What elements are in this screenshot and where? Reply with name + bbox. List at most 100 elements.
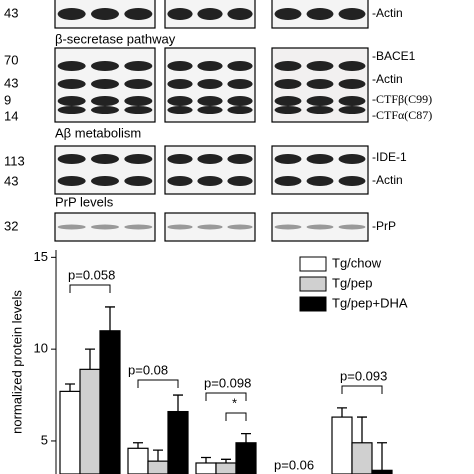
band (197, 176, 223, 186)
band (124, 8, 153, 20)
legend-label: Tg/pep (332, 275, 372, 290)
band (197, 154, 223, 164)
band (124, 79, 153, 89)
protein-label: -Actin (372, 72, 403, 86)
protein-label: -PrP (372, 219, 396, 233)
section-title: β-secretase pathway (55, 31, 176, 46)
band (91, 154, 119, 164)
band (124, 96, 153, 106)
marker-label: 43 (4, 75, 18, 90)
blot-panel (54, 145, 156, 195)
error-bar (357, 416, 367, 443)
error-bar (65, 383, 75, 392)
band (274, 79, 302, 89)
band (57, 224, 86, 230)
band (167, 154, 193, 164)
band (338, 106, 366, 114)
band (91, 79, 119, 89)
y-tick-label: 15 (34, 249, 48, 264)
band (306, 154, 334, 164)
band (338, 154, 366, 164)
band (197, 106, 223, 114)
bracket (341, 385, 383, 394)
band (167, 176, 193, 186)
bar (331, 416, 353, 474)
band (167, 106, 193, 114)
band (167, 8, 193, 20)
marker-label: 43 (4, 5, 18, 20)
protein-label: -CTFα(C87) (372, 108, 432, 122)
band (274, 8, 302, 20)
band (91, 106, 119, 114)
band (167, 96, 193, 106)
bracket (225, 412, 247, 421)
annotation: p=0.098 (204, 375, 251, 390)
annotation: p=0.093 (340, 368, 387, 383)
band (167, 61, 193, 71)
bar (235, 442, 257, 474)
error-bar (173, 394, 183, 412)
legend-swatch (299, 296, 327, 312)
band (91, 61, 119, 71)
band (306, 176, 334, 186)
band (227, 106, 253, 114)
band (274, 106, 302, 114)
bar (167, 410, 189, 474)
band (338, 176, 366, 186)
error-bar (153, 449, 163, 462)
band (227, 176, 253, 186)
error-bar (221, 458, 231, 463)
band (57, 176, 86, 186)
error-bar (337, 407, 347, 418)
bar (371, 469, 393, 474)
bar (99, 330, 121, 474)
marker-label: 32 (4, 218, 18, 233)
band (57, 96, 86, 106)
section-title: PrP levels (55, 194, 114, 209)
bar (127, 447, 149, 474)
band (91, 224, 119, 230)
band (306, 79, 334, 89)
band (274, 154, 302, 164)
band (306, 96, 334, 106)
bar (195, 462, 217, 474)
protein-label: -IDE-1 (372, 150, 407, 164)
band (338, 61, 366, 71)
bar (59, 390, 81, 474)
legend-swatch (299, 256, 327, 272)
error-bar (133, 442, 143, 449)
band (57, 61, 86, 71)
band (167, 224, 193, 230)
section-title: Aβ metabolism (55, 125, 141, 140)
band (124, 176, 153, 186)
error-bar (201, 456, 211, 463)
band (124, 224, 153, 230)
bar (79, 368, 101, 474)
bracket (69, 284, 111, 293)
bar (147, 460, 169, 474)
marker-label: 9 (4, 92, 11, 107)
band (124, 106, 153, 114)
band (197, 96, 223, 106)
band (227, 96, 253, 106)
band (57, 79, 86, 89)
band (306, 224, 334, 230)
marker-label: 70 (4, 52, 18, 67)
band (91, 8, 119, 20)
band (338, 79, 366, 89)
band (274, 96, 302, 106)
error-bar (105, 306, 115, 331)
y-axis-label: normalized protein levels (9, 290, 24, 434)
band (91, 176, 119, 186)
legend-label: Tg/chow (332, 255, 382, 270)
marker-label: 14 (4, 108, 18, 123)
band (227, 8, 253, 20)
y-tick-label: 10 (34, 341, 48, 356)
bracket (205, 392, 247, 401)
band (124, 154, 153, 164)
band (197, 224, 223, 230)
error-bar (241, 432, 251, 443)
band (227, 61, 253, 71)
legend-swatch (299, 276, 327, 292)
